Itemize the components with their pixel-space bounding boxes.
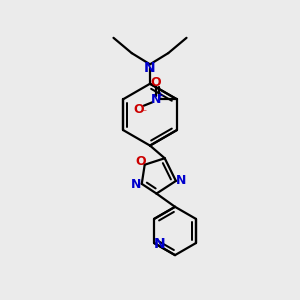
Text: N: N <box>176 174 186 187</box>
Text: O: O <box>134 103 144 116</box>
Text: N: N <box>131 178 142 191</box>
Text: O: O <box>150 76 161 88</box>
Text: O: O <box>136 155 146 168</box>
Text: +: + <box>156 91 164 100</box>
Text: N: N <box>144 61 156 75</box>
Text: N: N <box>150 93 161 106</box>
Text: N: N <box>154 237 165 251</box>
Text: ⁻: ⁻ <box>142 108 147 118</box>
